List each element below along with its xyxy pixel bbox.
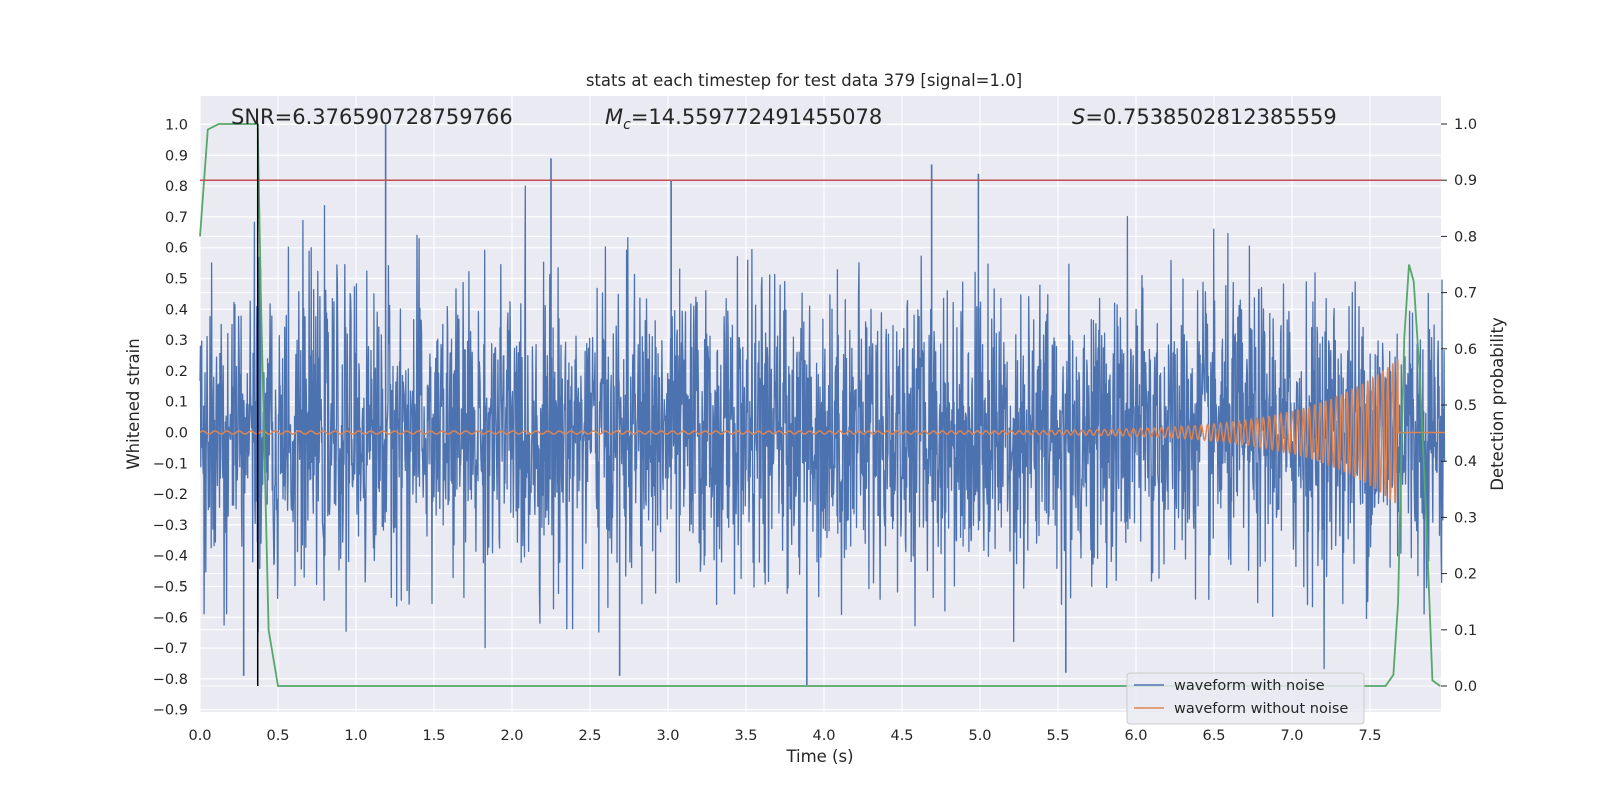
y-tick-label: 1.0 [165,118,188,134]
y2-tick-label: 0.1 [1454,623,1477,639]
legend-label-clean: waveform without noise [1174,701,1348,717]
chirp-mass-value: =14.559772491455078 [631,105,882,129]
y-tick-label: −0.3 [153,518,188,534]
y-tick-label: −0.8 [153,672,188,688]
y-tick-label: −0.1 [153,456,188,472]
y2-tick-label: 0.6 [1454,342,1477,358]
legend-label-noise: waveform with noise [1174,678,1325,694]
y-tick-label: −0.4 [153,549,188,565]
legend-box [1126,672,1365,725]
y2-tick-label: 0.8 [1454,229,1477,245]
y2-tick-label: 1.0 [1454,117,1477,133]
y-tick-label: −0.5 [153,580,188,596]
noise-trace [199,185,1446,670]
probability-line [199,123,1441,687]
chirp-mass-subscript: c [623,117,631,133]
x-tick-label: 0.5 [266,728,289,744]
y-tick-label: −0.6 [153,610,188,626]
y-tick-label: 0.2 [165,364,188,380]
x-tick-label: 7.0 [1280,728,1303,744]
chirp-mass-annotation: Mc=14.559772491455078 [605,105,882,133]
y2-tick-label: 0.4 [1454,454,1477,470]
y-tick-label: 0.6 [165,241,188,257]
x-axis-label: Time (s) [785,747,853,766]
y2-axis-label: Detection probability [1488,317,1507,491]
series-detection-probability [199,123,1441,687]
y2-tick-label: 0.2 [1454,567,1477,583]
series-waveform-without-noise [199,359,1445,504]
y2-axis-ticks: 1.0 0.9 0.8 0.7 0.6 0.5 0.4 0.3 0.2 0.1 0.0 [1441,117,1477,695]
x-tick-label: 4.5 [890,728,913,744]
snr-annotation: SNR=6.376590728759766 [231,105,513,129]
reference-lines [200,124,1441,686]
x-tick-label: 1.0 [344,728,367,744]
y-axis-ticks: 1.0 0.9 0.8 0.7 0.6 0.5 0.4 0.3 0.2 0.1 0.0 −0.1 −0.… [153,118,188,719]
x-tick-label: 4.0 [812,728,835,744]
y-tick-label: −0.2 [153,487,188,503]
y-tick-label: 0.9 [165,148,188,164]
y-tick-label: 0.8 [165,179,188,195]
y2-tick-label: 0.7 [1454,286,1477,302]
x-tick-label: 1.5 [422,728,445,744]
x-tick-label: 2.0 [500,728,523,744]
s-annotation: S=0.7538502812385559 [1072,105,1337,129]
y-tick-label: 0.0 [165,426,188,442]
y-tick-label: 0.1 [165,395,188,411]
x-tick-label: 3.0 [656,728,679,744]
series-waveform-with-noise [199,124,1446,686]
x-axis-ticks: 0.0 0.5 1.0 1.5 2.0 2.5 3.0 3.5 4.0 4.5 5.0 5.5 6.0 6… [188,728,1381,744]
s-value: =0.7538502812385559 [1085,105,1336,129]
y-tick-label: 0.3 [165,333,188,349]
x-tick-label: 7.5 [1358,728,1381,744]
y-tick-label: 0.5 [165,272,188,288]
y2-tick-label: 0.3 [1454,510,1477,526]
x-tick-label: 3.5 [734,728,757,744]
x-tick-label: 5.0 [968,728,991,744]
legend: waveform with noise waveform without noi… [1126,672,1365,725]
y-tick-label: −0.7 [153,641,188,657]
s-symbol: S [1072,105,1085,129]
x-tick-label: 5.5 [1046,728,1069,744]
chirp-trace [199,359,1445,504]
chirp-mass-symbol: M [605,105,623,129]
x-tick-label: 0.0 [188,728,211,744]
y-tick-label: −0.9 [153,703,188,719]
y-tick-label: 0.7 [165,210,188,226]
y-tick-label: 0.4 [165,302,188,318]
y2-tick-label: 0.9 [1454,173,1477,189]
y-axis-label: Whitened strain [124,338,143,469]
chart-title: stats at each timestep for test data 379… [586,71,1022,90]
x-tick-label: 6.5 [1202,728,1225,744]
y2-tick-label: 0.0 [1454,679,1477,695]
x-tick-label: 6.0 [1124,728,1147,744]
x-tick-label: 2.5 [578,728,601,744]
y2-tick-label: 0.5 [1454,398,1477,414]
